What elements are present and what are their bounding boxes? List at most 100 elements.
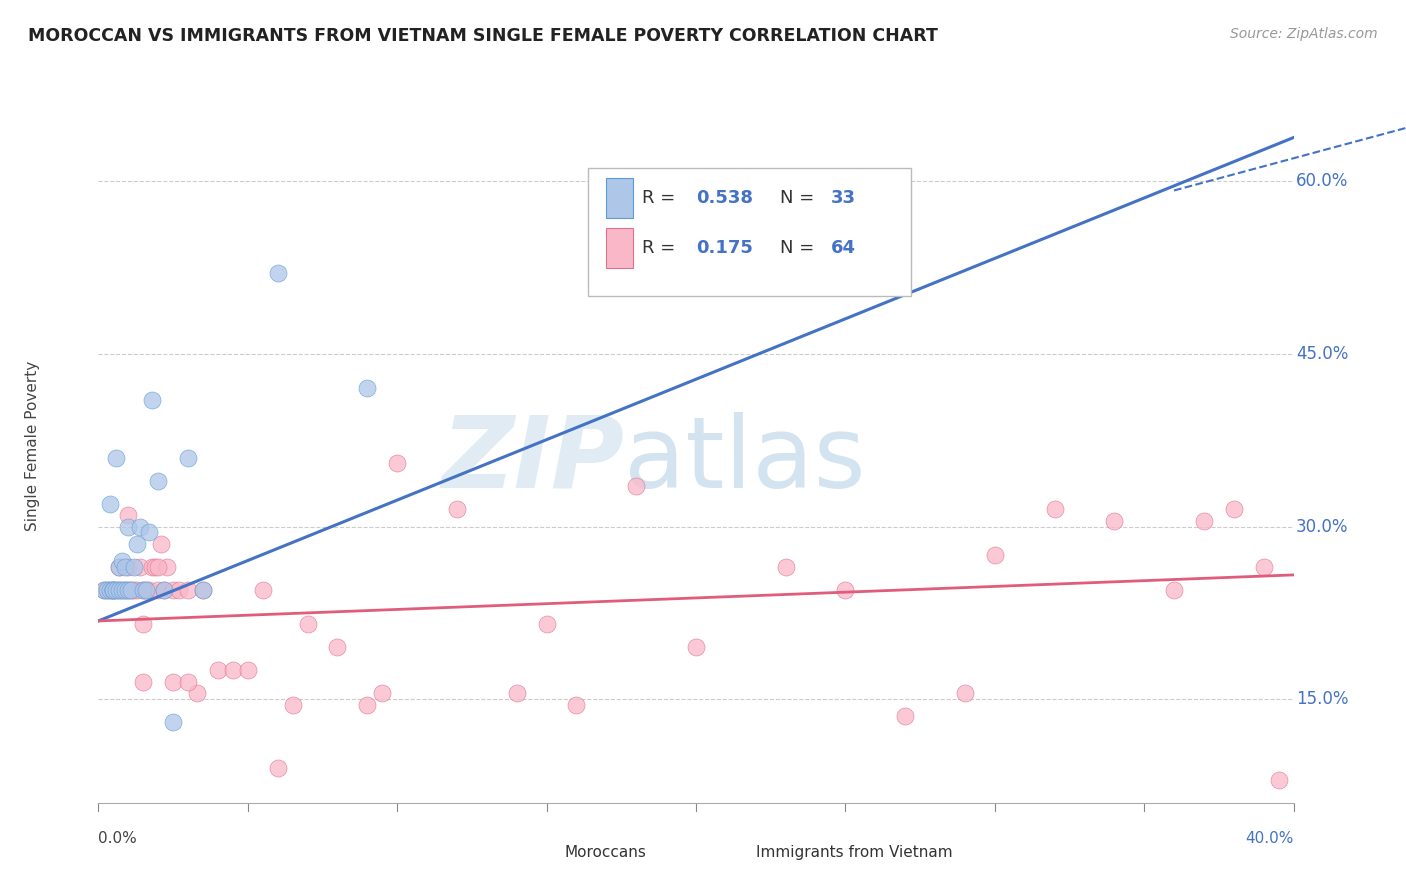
Point [117, 559, 139, 574]
Text: Immigrants from Vietnam: Immigrants from Vietnam [756, 846, 952, 860]
Point [775, 559, 797, 574]
Point [1192, 514, 1215, 528]
Text: 33: 33 [831, 189, 856, 207]
Point [114, 582, 136, 597]
Point [105, 582, 128, 597]
Point [685, 640, 707, 655]
Point [114, 582, 136, 597]
Point [150, 537, 173, 551]
Point [141, 392, 163, 407]
FancyBboxPatch shape [606, 178, 633, 218]
Text: 30.0%: 30.0% [1296, 517, 1348, 535]
Point [153, 582, 176, 597]
Point [108, 559, 131, 574]
Text: N =: N = [779, 189, 814, 207]
Text: Source: ZipAtlas.com: Source: ZipAtlas.com [1230, 27, 1378, 41]
Point [127, 582, 149, 597]
Point [191, 582, 214, 597]
Point [267, 266, 290, 280]
Point [135, 582, 157, 597]
Text: 40.0%: 40.0% [1246, 831, 1294, 847]
Text: 64: 64 [831, 239, 856, 257]
Point [177, 582, 200, 597]
Point [297, 617, 319, 632]
Point [132, 582, 155, 597]
Point [108, 582, 131, 597]
Text: Single Female Poverty: Single Female Poverty [25, 361, 41, 531]
Text: atlas: atlas [624, 412, 866, 508]
Point [207, 664, 229, 678]
Point [111, 554, 134, 568]
Point [105, 450, 128, 465]
Point [96, 582, 118, 597]
FancyBboxPatch shape [588, 168, 911, 296]
Point [1163, 582, 1185, 597]
Point [105, 582, 128, 597]
Point [135, 582, 157, 597]
Point [1267, 772, 1289, 787]
Point [143, 559, 166, 574]
Point [117, 582, 139, 597]
Point [98, 582, 122, 597]
Text: R =: R = [643, 189, 675, 207]
Point [356, 698, 378, 712]
Point [1043, 502, 1066, 516]
Point [108, 582, 131, 597]
Text: 15.0%: 15.0% [1296, 690, 1348, 708]
Point [120, 582, 142, 597]
Point [252, 582, 274, 597]
Point [162, 582, 184, 597]
Point [98, 582, 122, 597]
Point [536, 617, 558, 632]
Point [167, 582, 190, 597]
Point [103, 582, 125, 597]
Text: MOROCCAN VS IMMIGRANTS FROM VIETNAM SINGLE FEMALE POVERTY CORRELATION CHART: MOROCCAN VS IMMIGRANTS FROM VIETNAM SING… [28, 27, 938, 45]
Point [162, 715, 184, 730]
Text: R =: R = [643, 239, 675, 257]
Point [177, 675, 200, 690]
Point [96, 582, 118, 597]
Point [132, 582, 155, 597]
Point [120, 582, 142, 597]
Point [117, 508, 139, 522]
Point [326, 640, 349, 655]
Text: ZIP: ZIP [441, 412, 624, 508]
Point [124, 559, 146, 574]
Text: 0.0%: 0.0% [98, 831, 138, 847]
Point [624, 479, 647, 493]
FancyBboxPatch shape [529, 819, 555, 847]
Point [148, 474, 170, 488]
Point [117, 519, 139, 533]
Point [103, 582, 125, 597]
Point [356, 381, 378, 395]
Point [953, 686, 976, 700]
Text: 60.0%: 60.0% [1296, 172, 1348, 190]
Point [236, 664, 259, 678]
FancyBboxPatch shape [606, 228, 633, 268]
Text: 0.538: 0.538 [696, 189, 754, 207]
Point [124, 582, 146, 597]
Point [446, 502, 468, 516]
Point [186, 686, 208, 700]
Point [281, 698, 304, 712]
Point [93, 582, 115, 597]
Point [222, 664, 245, 678]
Point [153, 582, 176, 597]
Point [141, 559, 163, 574]
Point [114, 559, 136, 574]
Point [148, 582, 170, 597]
Point [117, 582, 139, 597]
Point [132, 675, 155, 690]
Point [371, 686, 394, 700]
FancyBboxPatch shape [720, 819, 747, 847]
Point [983, 549, 1005, 563]
Point [111, 582, 134, 597]
Point [138, 525, 160, 540]
Point [138, 582, 160, 597]
Point [834, 582, 856, 597]
Point [894, 709, 917, 723]
Point [1253, 559, 1275, 574]
Point [177, 450, 200, 465]
Point [714, 214, 737, 228]
Point [132, 617, 155, 632]
